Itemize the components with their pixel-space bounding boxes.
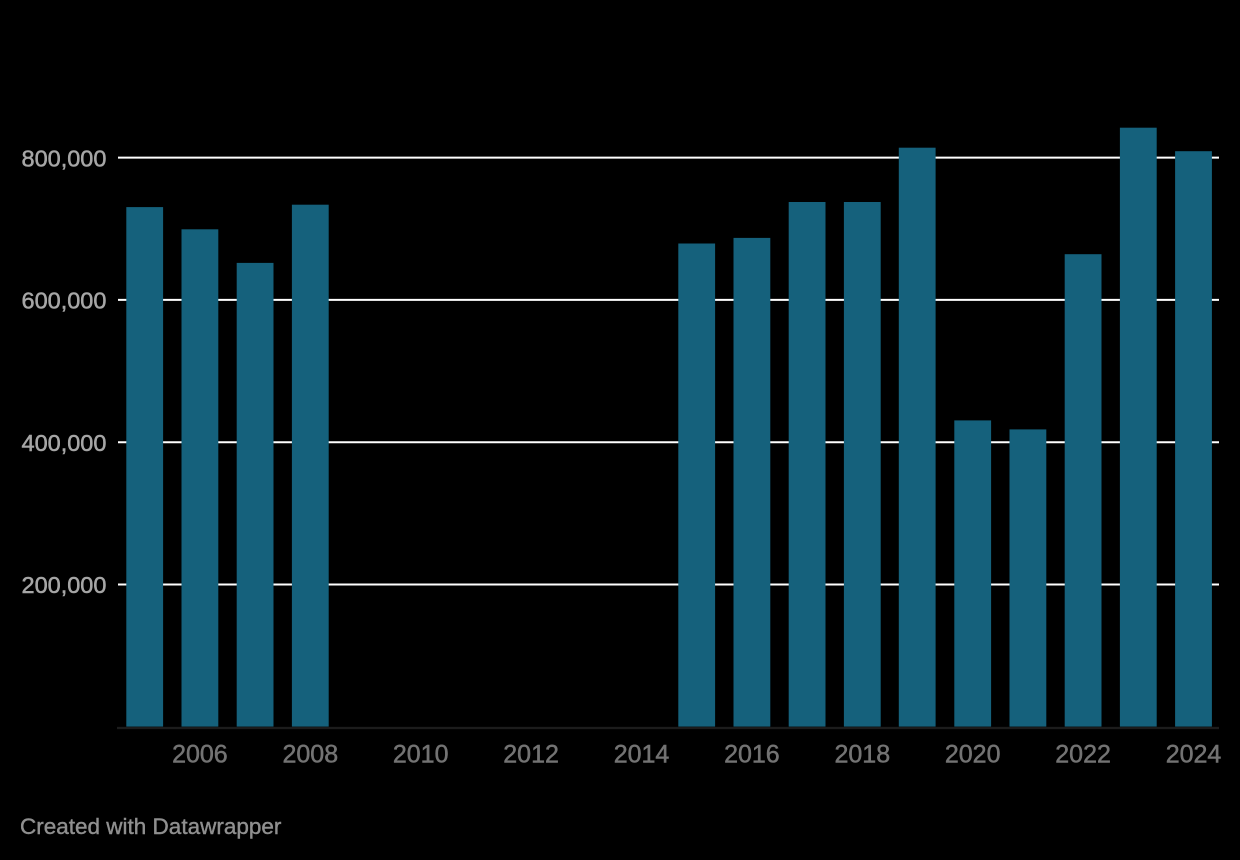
svg-text:2022: 2022 [1055,741,1111,769]
svg-text:2010: 2010 [393,741,449,769]
svg-text:2006: 2006 [172,741,228,769]
svg-text:2014: 2014 [614,741,670,769]
svg-text:2020: 2020 [945,741,1001,769]
svg-text:2008: 2008 [282,741,338,769]
svg-text:2012: 2012 [503,741,559,769]
svg-text:600,000: 600,000 [22,288,107,314]
svg-text:2024: 2024 [1166,741,1222,769]
svg-text:Created with Datawrapper: Created with Datawrapper [20,814,282,839]
svg-text:200,000: 200,000 [22,572,107,598]
svg-text:2018: 2018 [834,741,890,769]
svg-text:400,000: 400,000 [22,430,107,456]
svg-text:2016: 2016 [724,741,780,769]
svg-text:800,000: 800,000 [22,145,107,171]
